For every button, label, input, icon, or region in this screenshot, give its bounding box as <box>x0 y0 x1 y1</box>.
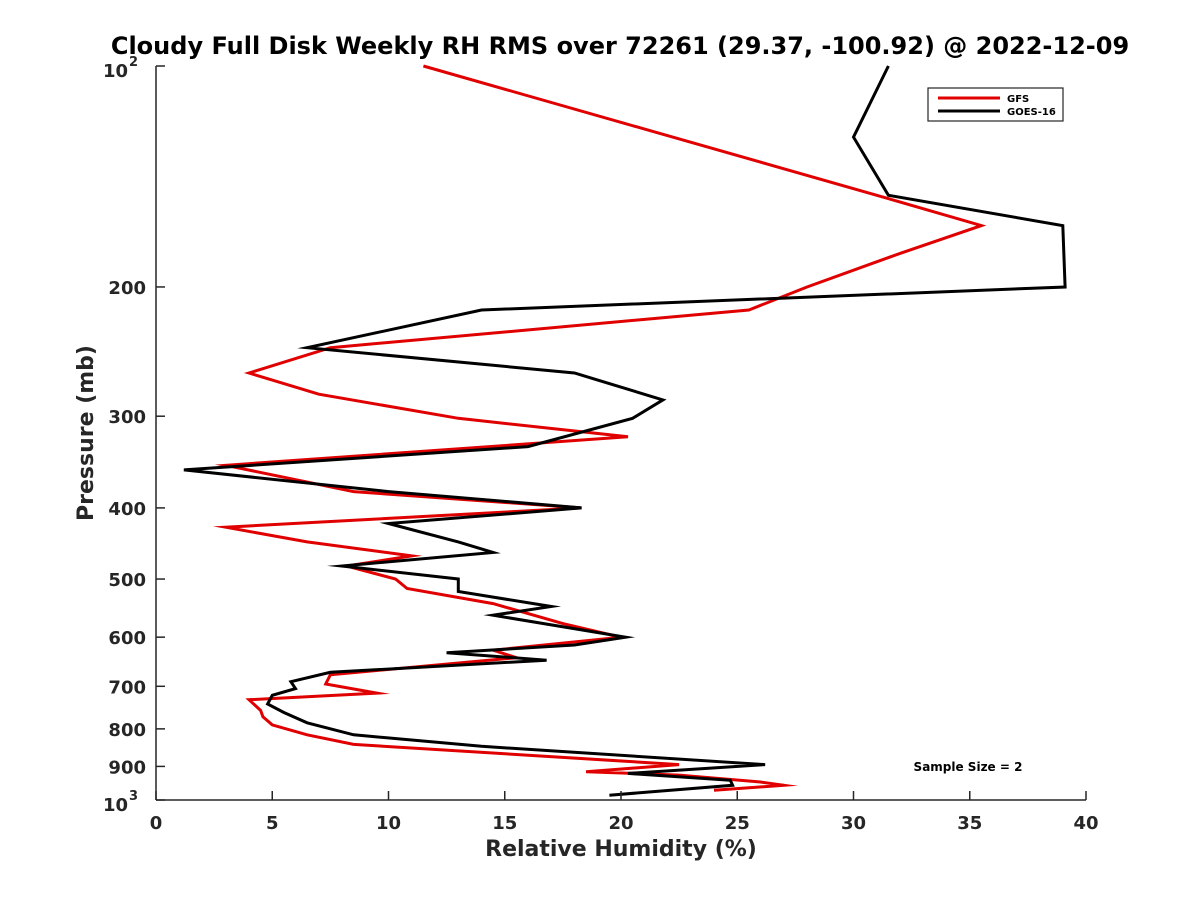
x-tick-label: 35 <box>957 813 982 834</box>
x-tick-label: 10 <box>376 813 401 834</box>
x-axis-label: Relative Humidity (%) <box>485 837 757 862</box>
y-tick-label: 500 <box>108 570 146 591</box>
y-tick-label: 900 <box>108 757 146 778</box>
y-tick-label: 700 <box>108 677 146 698</box>
y-tick-label: 300 <box>108 407 146 428</box>
chart-title: Cloudy Full Disk Weekly RH RMS over 7226… <box>111 32 1129 60</box>
legend-label: GOES-16 <box>1007 107 1056 118</box>
x-tick-label: 30 <box>841 813 866 834</box>
x-ticks: 0 5 10 15 20 25 30 35 40 <box>150 791 1099 834</box>
x-tick-label: 5 <box>266 813 279 834</box>
x-tick-label: 15 <box>492 813 517 834</box>
series-line-goes-16 <box>183 65 1067 797</box>
y-tick-label: 600 <box>108 628 146 649</box>
y-tick-label: 800 <box>108 720 146 741</box>
y-tick-label: 400 <box>108 499 146 520</box>
x-tick-label: 40 <box>1073 813 1098 834</box>
x-tick-label: 20 <box>608 813 633 834</box>
legend-label: GFS <box>1007 94 1029 105</box>
legend-box <box>927 87 1064 122</box>
legend: GFS GOES-16 <box>927 87 1064 122</box>
y-axis-label: Pressure (mb) <box>74 345 99 521</box>
x-tick-label: 25 <box>725 813 750 834</box>
series-line-gfs <box>212 64 987 792</box>
y-tick-exponent: 2 <box>129 55 138 70</box>
series-layer <box>183 64 1067 797</box>
sample-size-annotation: Sample Size = 2 <box>914 760 1023 774</box>
x-tick-label: 0 <box>150 813 163 834</box>
y-tick-label: 200 <box>108 278 146 299</box>
y-tick-label: 10 <box>103 795 128 816</box>
y-tick-exponent: 3 <box>129 789 138 804</box>
y-tick-label: 10 <box>103 61 128 82</box>
